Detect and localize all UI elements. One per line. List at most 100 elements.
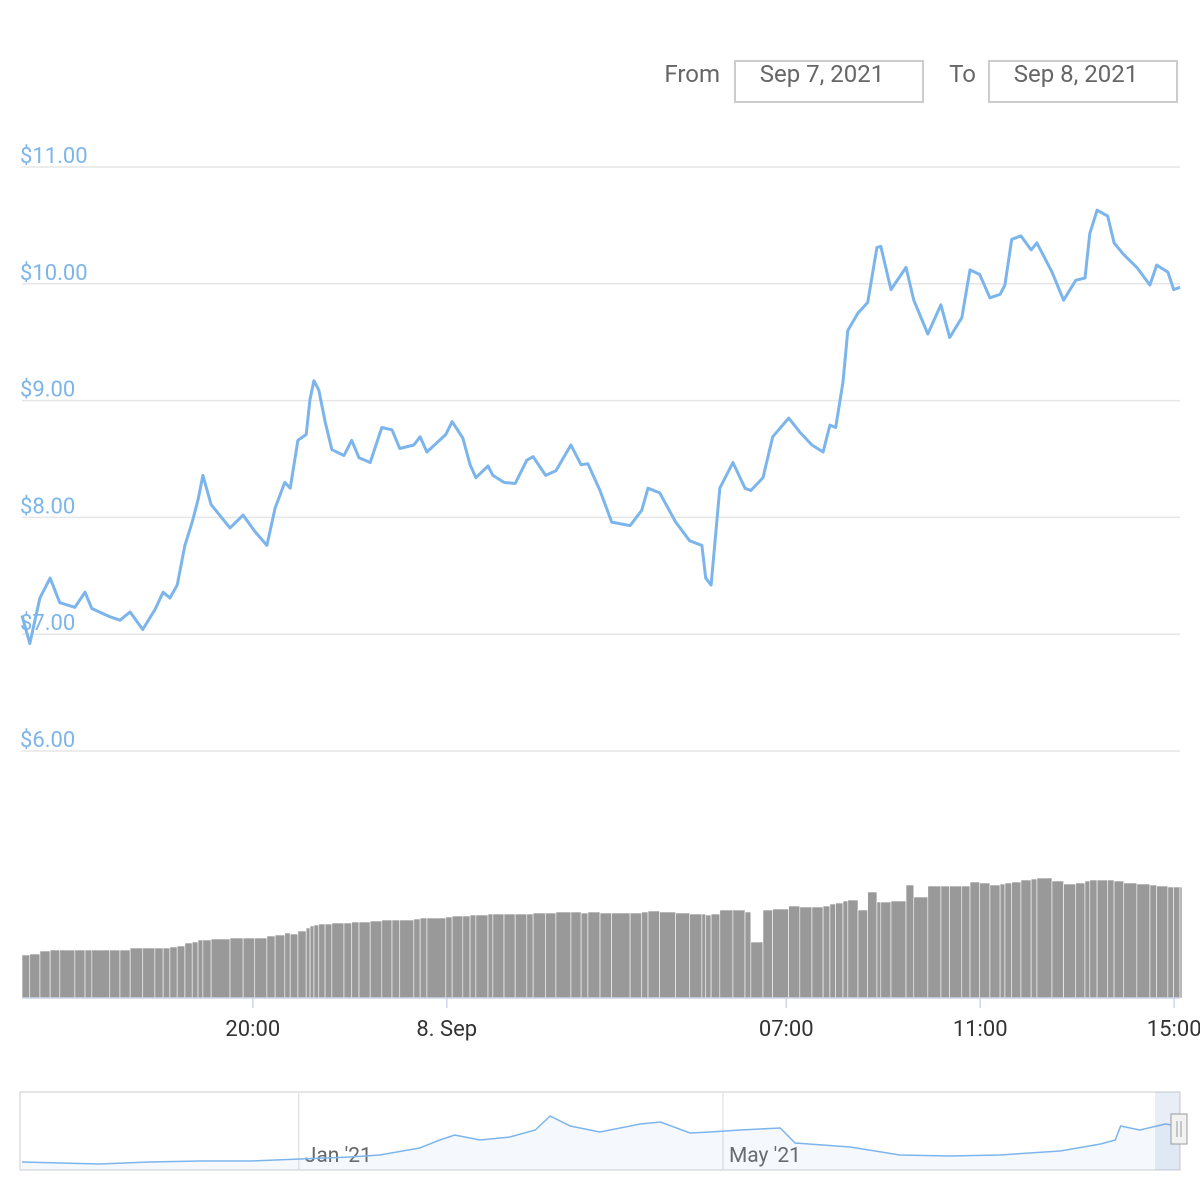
volume-bar [91, 949, 111, 999]
volume-bar [647, 910, 660, 999]
volume-bar [719, 909, 734, 999]
to-date[interactable]: Sep 8, 2021 [1014, 60, 1139, 88]
y-tick-label: $8.00 [20, 494, 75, 519]
volume-bar [29, 953, 41, 999]
volume-bar [532, 912, 547, 999]
x-tick-label: 11:00 [953, 1017, 1008, 1042]
volume-bar [274, 934, 286, 999]
navigator-line [21, 1115, 1181, 1165]
volume-bar [829, 903, 837, 999]
volume-bar [162, 947, 171, 999]
volume-bar [475, 914, 489, 999]
volume-bar [744, 911, 752, 999]
volume-bar [1123, 882, 1138, 999]
volume-bar [1113, 880, 1125, 999]
volume-bar [289, 933, 299, 999]
volume-bar [74, 949, 86, 999]
volume-bar [979, 882, 991, 999]
volume-bar [1084, 880, 1091, 999]
volume-bar [419, 917, 428, 999]
volume-bar [1036, 877, 1053, 999]
volume-bar [1156, 885, 1169, 999]
volume-bar [331, 922, 345, 999]
volume-bar [49, 949, 61, 999]
volume-bar [675, 912, 691, 999]
volume-bar [989, 884, 1001, 999]
volume-bar [1011, 881, 1022, 999]
volume-bar [309, 925, 315, 999]
volume-bar [689, 913, 703, 999]
volume-bar [191, 941, 199, 999]
volume-bar [857, 909, 869, 999]
volume-bar [641, 911, 649, 999]
volume-bar [1107, 879, 1115, 999]
volume-bar [842, 900, 849, 999]
volume-bar [210, 938, 231, 999]
volume-bar [426, 917, 447, 999]
volume-bar [876, 901, 882, 999]
navigator-tick-label: May '21 [729, 1144, 801, 1168]
x-tick-label: 20:00 [225, 1017, 280, 1042]
volume-bar [762, 909, 773, 999]
to-label: To [949, 60, 976, 88]
volume-bar [913, 896, 929, 999]
volume-bar [880, 901, 892, 999]
volume-bar [701, 913, 707, 999]
volume-bar [835, 902, 844, 999]
volume-bar [297, 930, 307, 999]
volume-bar [710, 913, 721, 999]
volume-bar [1030, 878, 1038, 999]
volume-bar [254, 937, 268, 999]
volume-bar [1063, 883, 1077, 999]
volume-bar [229, 937, 244, 999]
volume-bar [1173, 886, 1181, 999]
volume-bar [949, 885, 963, 999]
y-tick-label: $7.00 [20, 611, 75, 636]
volume-bar [129, 947, 144, 999]
x-tick-label: 07:00 [759, 1017, 814, 1042]
volume-bar [318, 923, 326, 999]
volume-bar [1051, 880, 1064, 999]
volume-bar [305, 927, 311, 999]
volume-bar [969, 881, 981, 999]
volume-bar [369, 920, 383, 999]
volume-bar [847, 899, 859, 999]
from-label: From [664, 60, 720, 88]
volume-bar [927, 885, 942, 999]
volume-bar [59, 949, 76, 999]
y-tick-label: $9.00 [20, 378, 75, 403]
volume-bar [1167, 886, 1174, 999]
y-tick-label: $10.00 [20, 261, 88, 286]
volume-bar [1089, 879, 1098, 999]
x-tick-label: 15:00 [1147, 1017, 1200, 1042]
price-line [20, 208, 1181, 645]
volume-bar [822, 905, 831, 999]
volume-bar [940, 885, 950, 999]
from-input[interactable] [734, 60, 924, 103]
volume-bar [451, 915, 464, 999]
volume-bar [570, 911, 582, 999]
volume-bar [21, 954, 31, 999]
volume-bar [587, 911, 601, 999]
navigator-frame [19, 1091, 1181, 1171]
volume-bar [487, 913, 494, 999]
y-tick-label: $6.00 [20, 728, 75, 753]
volume-bar [629, 912, 643, 999]
navigator-handle[interactable] [1170, 1113, 1188, 1145]
volume-bar [788, 905, 801, 999]
volume-bar [961, 885, 971, 999]
from-date[interactable]: Sep 7, 2021 [760, 60, 885, 88]
volume-bar [358, 921, 371, 999]
to-input[interactable] [988, 60, 1178, 103]
volume-bar [184, 942, 193, 999]
volume-bar [580, 912, 589, 999]
volume-bar [526, 913, 534, 999]
volume-bar [772, 908, 789, 999]
volume-bar [469, 914, 477, 999]
volume-bar [351, 921, 360, 999]
volume-bar [462, 915, 471, 999]
volume-bar [705, 914, 712, 999]
volume-bar [890, 900, 907, 999]
volume-bar [197, 939, 204, 999]
